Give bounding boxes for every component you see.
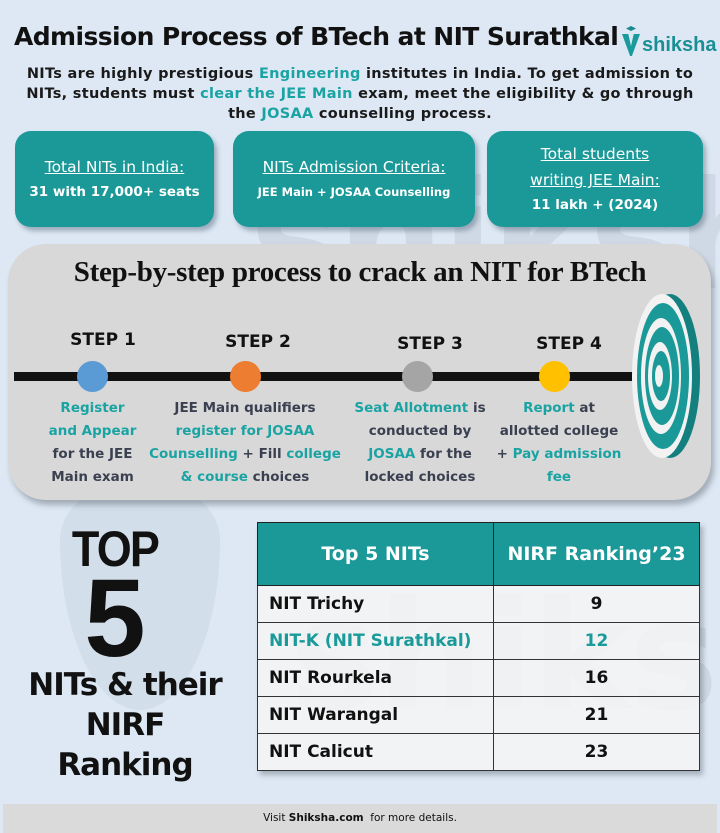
step-4-dot [539,361,570,392]
shiksha-logo-icon [622,26,640,56]
step-3-description: Seat Allotment is conducted by JOSAA for… [354,400,486,485]
header: Admission Process of BTech at NIT Surath… [14,18,716,58]
stat-card-jee-students: Total students writing JEE Main: 11 lakh… [487,131,703,227]
intro-text: NITs are highly prestigious Engineering … [26,66,694,122]
card-heading: NITs Admission Criteria: [262,158,446,176]
card-heading: Total students writing JEE Main: [530,145,660,189]
table-row: NIT Trichy 9 [257,585,700,623]
stat-card-admission-criteria: NITs Admission Criteria: JEE Main + JOSA… [233,131,475,227]
table-row: NIT Calicut 23 [257,733,700,771]
step-2-label: STEP 2 [225,332,291,352]
step-1-description: Register and Appear for the JEE Main exa… [48,400,137,485]
stat-card-total-nits: Total NITs in India: 31 with 17,000+ sea… [15,131,214,227]
card-value: JEE Main + JOSAA Counselling [257,185,451,199]
card-value: 11 lakh + (2024) [531,197,659,213]
page-title: Admission Process of BTech at NIT Surath… [14,22,619,51]
shiksha-link[interactable]: Shiksha.com [288,812,364,824]
logo-text: shiksha [642,34,717,56]
table-row-highlighted: NIT-K (NIT Surathkal) 12 [257,622,700,660]
step-3-dot [402,361,433,392]
table-row: NIT Rourkela 16 [257,659,700,697]
step-4-description: Report at allotted college + Pay admissi… [496,400,622,485]
step-2-dot [230,361,261,392]
table-row: NIT Warangal 21 [257,696,700,734]
step-1-dot [77,361,108,392]
column-header-nit: Top 5 NITs [257,522,494,586]
timeline-line [14,372,640,381]
footer: Visit Shiksha.com for more details. [3,804,717,833]
card-value: 31 with 17,000+ seats [29,184,200,200]
nirf-ranking-table: Top 5 NITs NIRF Ranking’23 NIT Trichy 9 … [257,522,700,771]
top5-heading: TOP 5 NITs & their NIRF Ranking [28,521,222,783]
card-heading: Total NITs in India: [44,158,185,176]
steps-title: Step-by-step process to crack an NIT for… [73,256,647,288]
step-1-label: STEP 1 [70,330,136,350]
step-4-label: STEP 4 [536,334,602,354]
column-header-nirf-rank: NIRF Ranking’23 [493,522,700,586]
target-bullseye-icon [632,294,700,458]
shiksha-logo[interactable]: shiksha [622,26,716,56]
step-3-label: STEP 3 [397,334,463,354]
step-2-description: JEE Main qualifiers register for JOSAA C… [149,400,341,485]
